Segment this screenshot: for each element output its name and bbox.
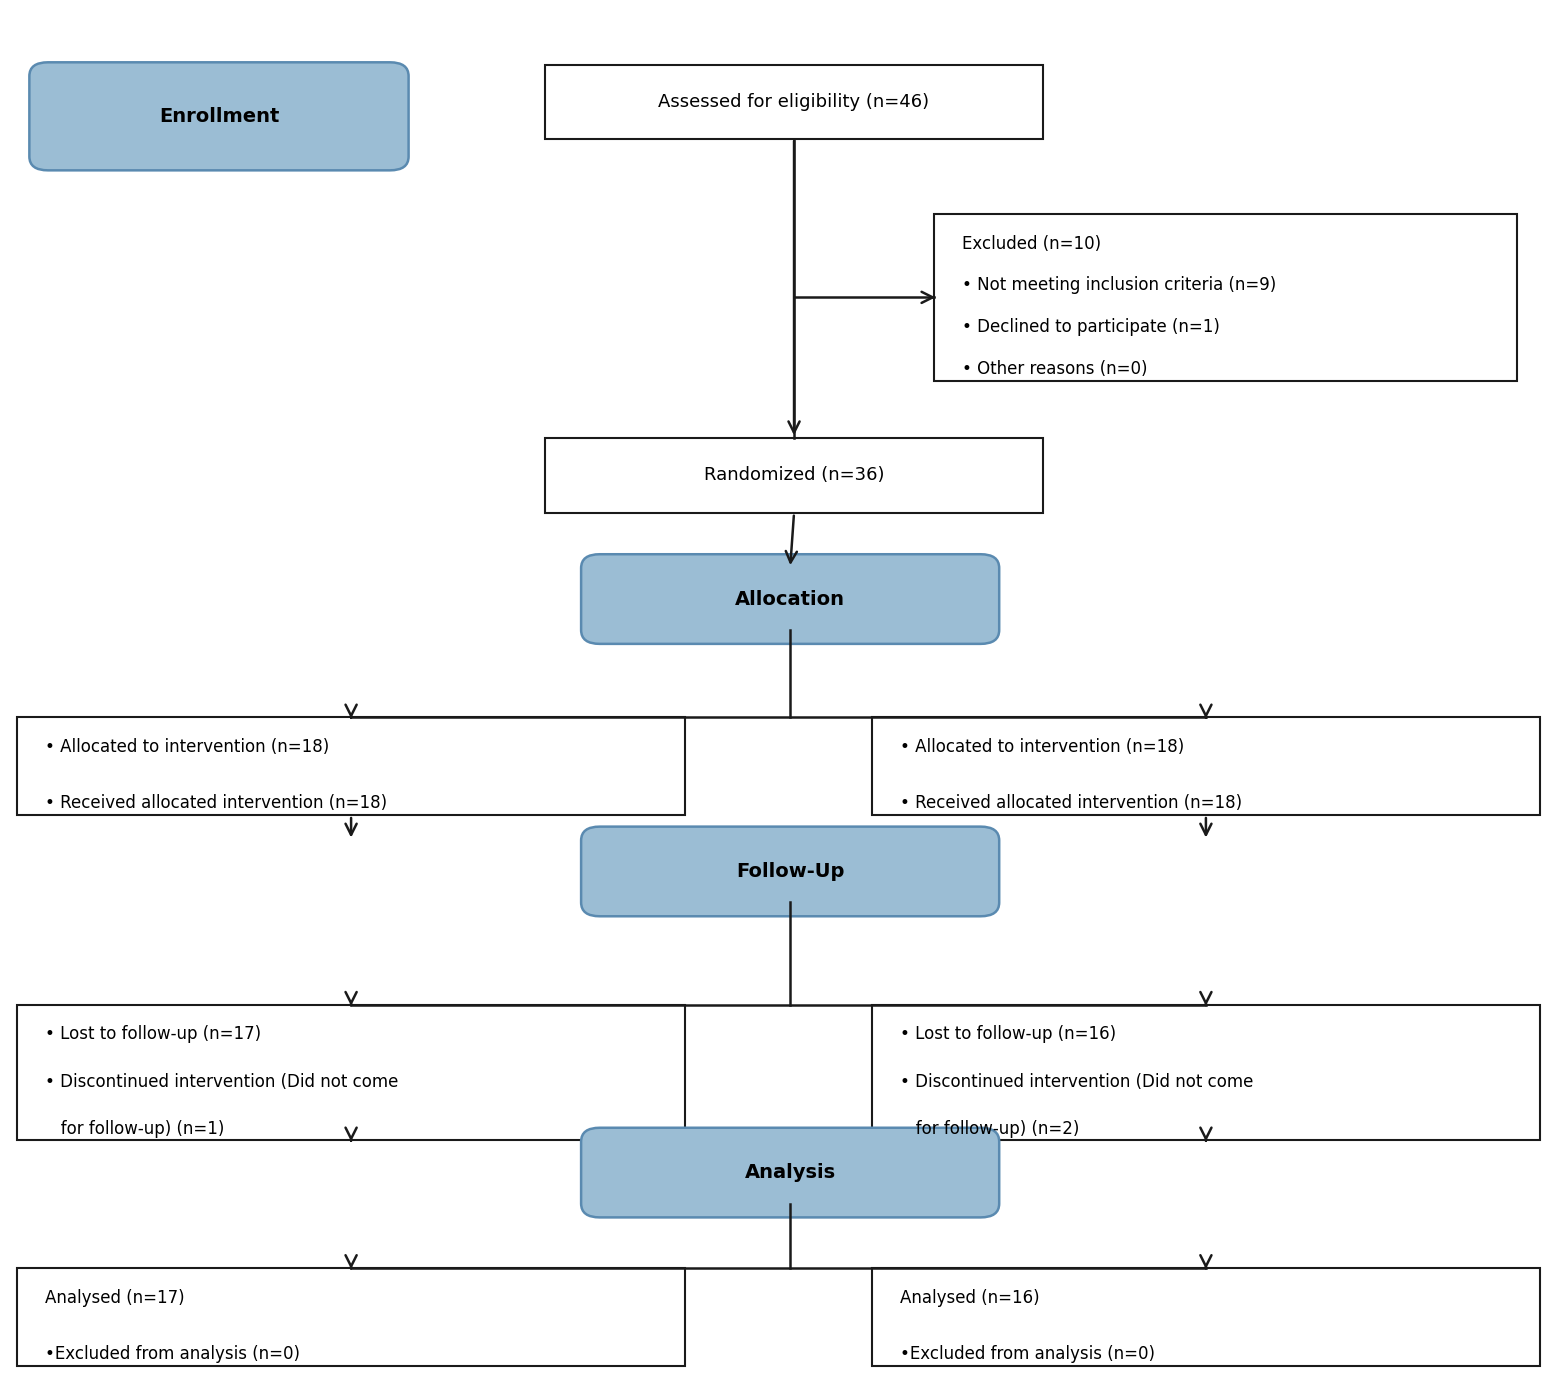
Text: Excluded (n=10): Excluded (n=10) [962, 235, 1101, 253]
Text: for follow-up) (n=2): for follow-up) (n=2) [900, 1119, 1079, 1137]
Bar [17, 1005, 685, 1140]
Bar [545, 438, 1043, 513]
Bar [872, 1267, 1540, 1365]
Text: • Allocated to intervention (n=18): • Allocated to intervention (n=18) [45, 738, 329, 756]
Text: • Lost to follow-up (n=17): • Lost to follow-up (n=17) [45, 1025, 262, 1043]
FancyBboxPatch shape [581, 1128, 1000, 1218]
Text: Allocation: Allocation [735, 590, 845, 608]
FancyBboxPatch shape [30, 62, 408, 170]
Text: Analysed (n=17): Analysed (n=17) [45, 1288, 185, 1306]
Bar [17, 717, 685, 815]
Text: •Excluded from analysis (n=0): •Excluded from analysis (n=0) [900, 1345, 1155, 1363]
Text: • Lost to follow-up (n=16): • Lost to follow-up (n=16) [900, 1025, 1116, 1043]
Text: Assessed for eligibility (n=46): Assessed for eligibility (n=46) [659, 93, 930, 111]
Text: • Received allocated intervention (n=18): • Received allocated intervention (n=18) [900, 795, 1242, 813]
Bar [17, 1267, 685, 1365]
Text: Randomized (n=36): Randomized (n=36) [704, 467, 884, 485]
Text: • Received allocated intervention (n=18): • Received allocated intervention (n=18) [45, 795, 388, 813]
Text: • Discontinued intervention (Did not come: • Discontinued intervention (Did not com… [900, 1072, 1253, 1090]
FancyBboxPatch shape [581, 826, 1000, 916]
Text: • Other reasons (n=0): • Other reasons (n=0) [962, 359, 1148, 379]
Bar [872, 1005, 1540, 1140]
Text: • Allocated to intervention (n=18): • Allocated to intervention (n=18) [900, 738, 1183, 756]
FancyBboxPatch shape [581, 554, 1000, 644]
Text: •Excluded from analysis (n=0): •Excluded from analysis (n=0) [45, 1345, 301, 1363]
Text: Follow-Up: Follow-Up [736, 862, 844, 880]
Text: • Not meeting inclusion criteria (n=9): • Not meeting inclusion criteria (n=9) [962, 276, 1277, 294]
Bar [872, 717, 1540, 815]
Text: Analysed (n=16): Analysed (n=16) [900, 1288, 1040, 1306]
Text: for follow-up) (n=1): for follow-up) (n=1) [45, 1119, 224, 1137]
Bar [934, 214, 1517, 380]
Bar [545, 65, 1043, 140]
Text: • Discontinued intervention (Did not come: • Discontinued intervention (Did not com… [45, 1072, 399, 1090]
Text: Enrollment: Enrollment [159, 106, 279, 126]
Text: • Declined to participate (n=1): • Declined to participate (n=1) [962, 318, 1219, 336]
Text: Analysis: Analysis [744, 1164, 836, 1182]
